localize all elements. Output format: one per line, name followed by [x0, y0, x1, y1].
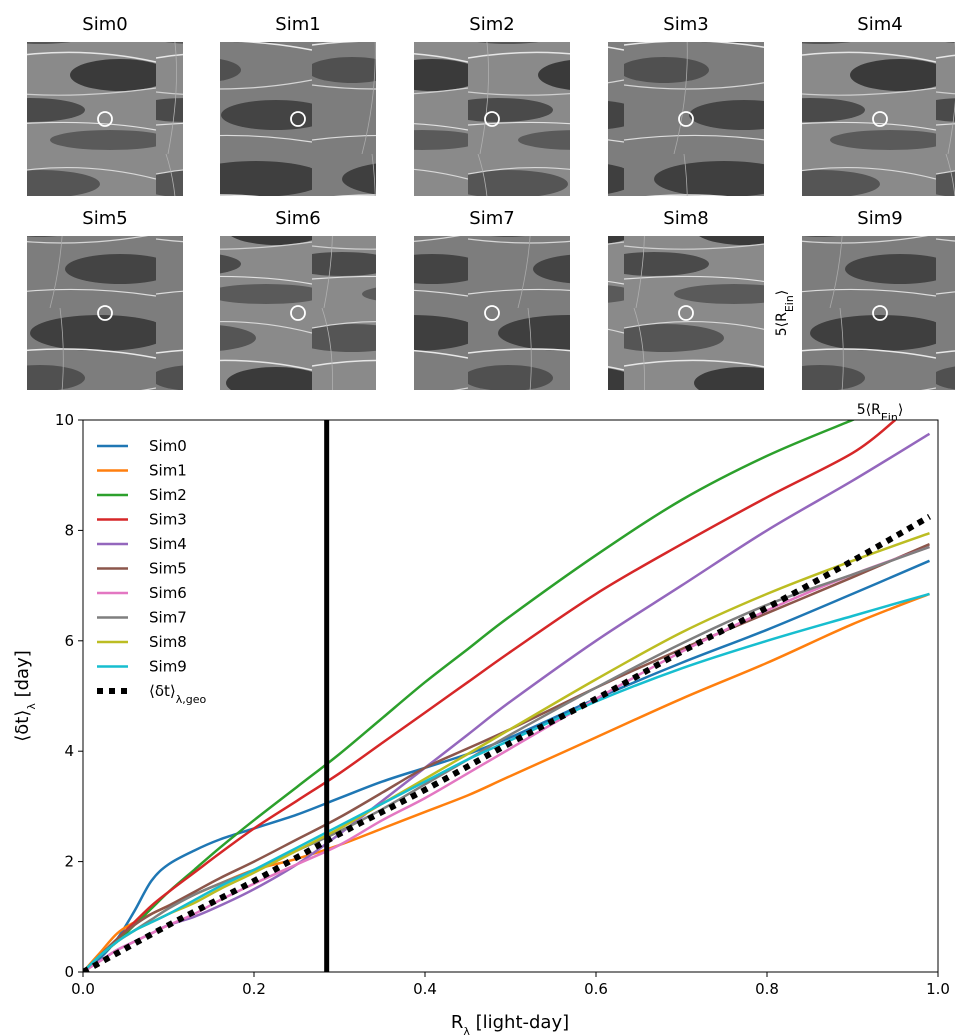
magnification-map — [802, 42, 955, 196]
legend-label: ⟨δt⟩λ,geo — [149, 682, 207, 706]
panel-sim8: Sim8 — [608, 208, 764, 390]
legend-item: Sim1 — [97, 462, 187, 480]
legend-label: Sim6 — [149, 584, 187, 602]
legend-label: Sim3 — [149, 511, 187, 529]
panel-sim5: Sim5 — [27, 208, 183, 390]
legend-item: Sim0 — [97, 437, 187, 455]
panel-sim6: Sim6 — [220, 208, 376, 390]
x-tick-label: 0.4 — [413, 980, 437, 998]
panel-sim0: Sim0 — [27, 14, 183, 196]
legend-item: ⟨δt⟩λ,geo — [97, 682, 207, 706]
series-line-sim9 — [83, 592, 930, 972]
legend-item: Sim4 — [97, 535, 187, 553]
legend-label: Sim4 — [149, 535, 187, 553]
legend-label: Sim5 — [149, 560, 187, 578]
source-circle-marker — [872, 111, 888, 127]
legend-item: Sim3 — [97, 511, 187, 529]
y-tick-label: 0 — [64, 963, 74, 981]
y-tick-label: 8 — [64, 521, 74, 539]
magnification-map — [802, 236, 955, 390]
y-tick-label: 2 — [64, 853, 74, 871]
panel-sim4: Sim4 — [802, 14, 955, 196]
panel-title: Sim1 — [275, 14, 320, 35]
panel-title: Sim4 — [857, 14, 902, 35]
panel-title: Sim6 — [275, 208, 320, 229]
magnification-map — [414, 42, 570, 196]
source-circle-marker — [290, 111, 306, 127]
legend-label: Sim1 — [149, 462, 187, 480]
legend-label: Sim7 — [149, 609, 187, 627]
source-circle-marker — [678, 305, 694, 321]
panel-title: Sim9 — [857, 208, 902, 229]
panel-sim3: Sim3 — [608, 14, 764, 196]
series-line-sim3 — [83, 420, 897, 972]
panel-sim2: Sim2 — [414, 14, 570, 196]
series-line-sim5 — [83, 543, 930, 972]
series-line-sim0 — [83, 559, 930, 972]
legend-label: Sim0 — [149, 437, 187, 455]
series-line-geo — [83, 513, 931, 972]
magnification-map — [27, 236, 183, 390]
legend-item: Sim6 — [97, 584, 187, 602]
y-tick-label: 10 — [55, 411, 74, 429]
legend-label: Sim9 — [149, 658, 187, 676]
panel-title: Sim7 — [469, 208, 514, 229]
y-axis-label: ⟨δt⟩λ [day] — [12, 650, 38, 742]
legend-label: Sim8 — [149, 633, 187, 651]
panel-sim1: Sim1 — [220, 14, 376, 196]
magnification-map — [27, 42, 183, 196]
legend-label: Sim2 — [149, 486, 187, 504]
y-tick-label: 4 — [64, 742, 74, 760]
legend: Sim0 Sim1 Sim2 Sim3 Sim4 Sim5 Sim6 Sim7 Sim8 Sim9… — [97, 437, 207, 706]
panel-title: Sim8 — [663, 208, 708, 229]
panel-sim7: Sim7 — [414, 208, 570, 390]
legend-item: Sim7 — [97, 609, 187, 627]
panel-title: Sim5 — [82, 208, 127, 229]
magnification-map — [220, 42, 376, 196]
panel-title: Sim2 — [469, 14, 514, 35]
source-circle-marker — [97, 305, 113, 321]
legend-item: Sim2 — [97, 486, 187, 504]
legend-item: Sim5 — [97, 560, 187, 578]
magnification-map — [608, 236, 764, 390]
source-circle-marker — [484, 111, 500, 127]
x-axis-label: Rλ [light-day] — [451, 1012, 569, 1035]
source-circle-marker — [97, 111, 113, 127]
source-circle-marker — [290, 305, 306, 321]
source-circle-marker — [484, 305, 500, 321]
source-circle-marker — [678, 111, 694, 127]
magnification-map — [608, 42, 764, 196]
legend-item: Sim8 — [97, 633, 187, 651]
magnification-map — [220, 236, 376, 390]
x-tick-label: 0.2 — [242, 980, 266, 998]
panel-title: Sim3 — [663, 14, 708, 35]
source-circle-marker — [872, 305, 888, 321]
legend-item: Sim9 — [97, 658, 187, 676]
scale-label-vertical: 5⟨REin⟩ — [774, 290, 796, 337]
x-tick-label: 1.0 — [926, 980, 950, 998]
y-tick-label: 6 — [64, 632, 74, 650]
x-tick-label: 0.6 — [584, 980, 608, 998]
magnification-map — [414, 236, 570, 390]
panel-title: Sim0 — [82, 14, 127, 35]
x-tick-label: 0.8 — [755, 980, 779, 998]
x-tick-label: 0.0 — [71, 980, 95, 998]
panel-sim9: Sim9 — [802, 208, 955, 390]
